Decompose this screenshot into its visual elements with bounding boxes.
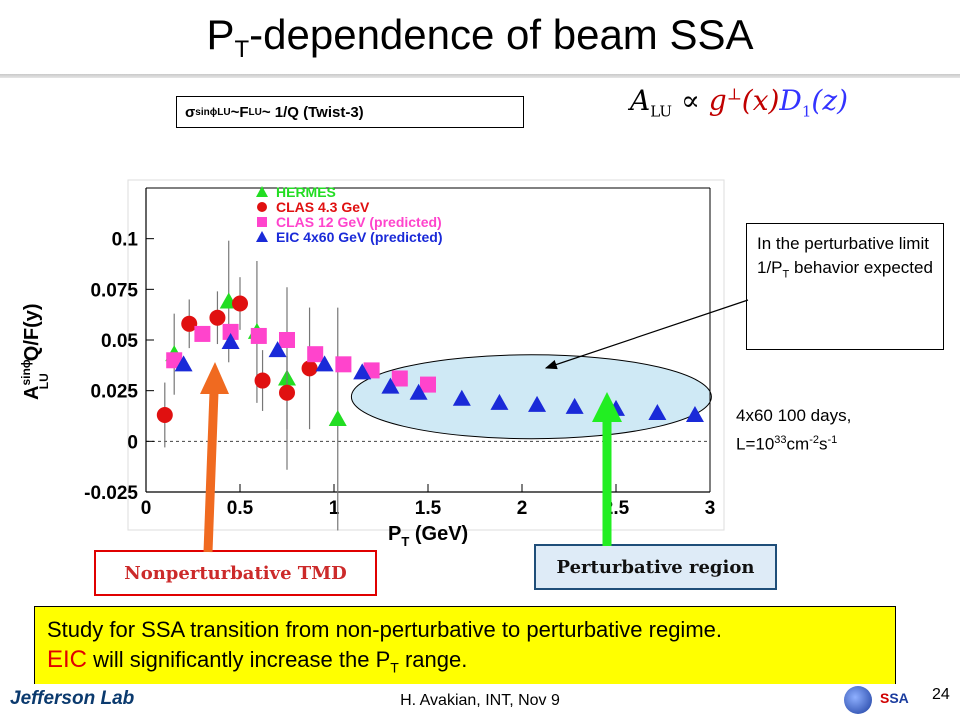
eic-4x60-gev-predicted-point: [648, 403, 667, 420]
clas-12-gev-predicted-point: [335, 356, 352, 373]
clas-4-3-gev-point: [254, 372, 271, 389]
eic-4x60-gev-predicted-point: [315, 355, 334, 372]
clas-12-gev-predicted-point: [250, 327, 267, 344]
y-tick-label: 0.075: [90, 280, 138, 301]
eic-4x60-gev-predicted-point: [381, 377, 400, 394]
legend-marker-eic-4x60-gev-predicted: [256, 231, 268, 242]
y-axis-label: Asinϕ LUQ/F(y): [19, 303, 51, 400]
clas-4-3-gev-point: [279, 384, 295, 401]
x-tick-label: 1: [329, 498, 340, 519]
x-tick-label: 1.5: [415, 498, 442, 519]
x-tick-label: 0: [141, 498, 152, 519]
eic-4x60-gev-predicted-point: [452, 389, 471, 406]
clas-12-gev-predicted-point: [194, 325, 211, 342]
eic-4x60-gev-predicted-point: [490, 393, 509, 410]
legend-marker-clas-4-3-gev: [257, 202, 267, 212]
eic-4x60-gev-predicted-point: [268, 341, 287, 358]
clas-4-3-gev-point: [181, 315, 198, 332]
footer-bar: [0, 684, 960, 720]
legend-label-eic-4x60-gev-predicted: EIC 4x60 GeV (predicted): [276, 229, 443, 245]
perturbative-label: Perturbative region: [534, 544, 777, 590]
y-tick-label: 0.025: [90, 382, 138, 403]
x-tick-label: 2: [517, 498, 528, 519]
eic-4x60-gev-predicted-point: [353, 363, 372, 380]
perturbative-region-ellipse: [350, 354, 712, 440]
nonperturbative-label: Nonperturbative TMD: [94, 550, 377, 596]
y-tick-label: 0: [127, 432, 138, 453]
clas-12-gev-predicted-point: [391, 370, 408, 387]
legend-label-clas-12-gev-predicted: CLAS 12 GeV (predicted): [276, 214, 442, 230]
x-axis-label: PT (GeV): [388, 523, 468, 549]
slide-title: PT-dependence of beam SSA: [206, 11, 754, 63]
luminosity-text: 4x60 100 days, L=1033cm-2s-1: [736, 406, 852, 454]
clas-12-gev-predicted-point: [222, 323, 239, 340]
x-tick-label: 3: [705, 498, 716, 519]
y-tick-label: 0.05: [101, 331, 138, 352]
eic-4x60-gev-predicted-point: [409, 383, 428, 400]
footer-text: H. Avakian, INT, Nov 9: [400, 692, 560, 709]
clas-4-3-gev-point: [209, 309, 226, 326]
legend-marker-hermes: [256, 186, 268, 197]
title-divider: [0, 74, 960, 78]
legend-label-hermes: HERMES: [276, 184, 336, 200]
y-tick-label: 0.1: [112, 230, 139, 251]
y-tick-label: -0.025: [84, 483, 138, 504]
clas-12-gev-predicted-point: [166, 352, 183, 369]
clas-12-gev-predicted-point: [307, 346, 324, 363]
eic-4x60-gev-predicted-point: [565, 397, 584, 414]
legend-label-clas-4-3-gev: CLAS 4.3 GeV: [276, 199, 370, 215]
institution-seal-icon: [844, 686, 872, 714]
clas-4-3-gev-point: [232, 295, 248, 312]
jefferson-lab-logo: Jefferson Lab: [10, 688, 135, 709]
eic-4x60-gev-predicted-point: [174, 355, 193, 372]
legend-marker-clas-12-gev-predicted: [257, 217, 267, 227]
proportionality-formula: ALU ∝ g⊥(x)D1(z): [630, 84, 849, 121]
asymmetry-chart: 0 0.5 1 1.5 2 2.5 3-0.02500.0250.050.0750.1PT …: [0, 174, 730, 550]
clas-4-3-gev-point: [301, 360, 318, 377]
clas-12-gev-predicted-point: [420, 376, 436, 393]
clas-12-gev-predicted-point: [279, 332, 295, 348]
ssa-logo: SSA: [880, 690, 909, 706]
eic-4x60-gev-predicted-point: [685, 405, 704, 422]
summary-box: Study for SSA transition from non-pertur…: [34, 606, 896, 688]
clas-4-3-gev-point: [156, 406, 173, 423]
x-tick-label: 0.5: [227, 498, 254, 519]
twist3-formula-box: σ sinϕ LU ~F LU ~ 1/Q (Twist-3): [176, 96, 524, 128]
perturbative-limit-note: In the perturbative limit 1/PT behavior …: [746, 223, 944, 350]
eic-4x60-gev-predicted-point: [528, 395, 547, 412]
hermes-point: [328, 410, 347, 427]
eic-4x60-gev-predicted-point: [221, 333, 240, 350]
page-number: 24: [932, 686, 950, 703]
x-tick-label: 2.5: [603, 498, 630, 519]
